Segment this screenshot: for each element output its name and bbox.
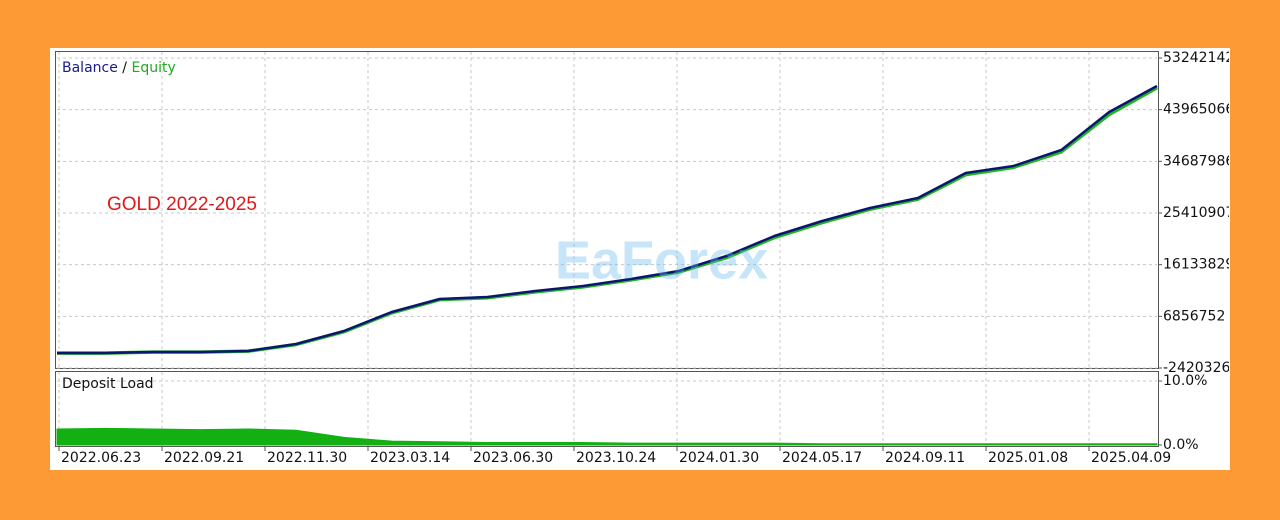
legend-separator: / (122, 60, 127, 76)
y-tick-label: 34687986 (1163, 153, 1234, 169)
annotation: GOLD 2022-2025 (107, 194, 257, 215)
watermark: EaForex (555, 230, 768, 290)
x-tick-label: 2022.09.21 (164, 450, 244, 466)
y-tick-label: 53242142 (1163, 50, 1234, 66)
x-tick-label: 2024.05.17 (782, 450, 862, 466)
legend-balance: Balance (62, 60, 118, 76)
y-tick-label: 10.0% (1163, 373, 1207, 389)
load-title: Deposit Load (62, 376, 154, 392)
y-tick-label: 25410907 (1163, 205, 1234, 221)
x-tick-label: 2022.11.30 (267, 450, 347, 466)
load-frame (55, 371, 1159, 447)
x-tick-label: 2024.01.30 (679, 450, 759, 466)
series-line (57, 84, 1158, 355)
y-tick-label: -2420326 (1163, 360, 1230, 376)
legend: Balance / Equity (62, 60, 176, 76)
x-tick-label: 2023.03.14 (370, 450, 450, 466)
y-tick-label: 43965066 (1163, 102, 1234, 118)
x-tick-label: 2025.01.08 (988, 450, 1068, 466)
legend-equity: Equity (131, 60, 175, 76)
x-tick-label: 2024.09.11 (885, 450, 965, 466)
panel (50, 48, 1230, 470)
x-tick-label: 2025.04.09 (1091, 450, 1171, 466)
x-tick-label: 2023.10.24 (576, 450, 656, 466)
x-tick-label: 2023.06.30 (473, 450, 553, 466)
load-area (56, 427, 1158, 446)
y-tick-label: 16133829 (1163, 257, 1234, 273)
main-frame (55, 51, 1159, 369)
x-tick-label: 2022.06.23 (61, 450, 141, 466)
y-tick-label: 0.0% (1163, 437, 1199, 453)
y-tick-label: 6856752 (1163, 308, 1225, 324)
